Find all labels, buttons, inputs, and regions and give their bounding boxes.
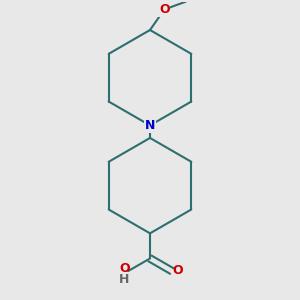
Text: O: O bbox=[119, 262, 130, 275]
Text: N: N bbox=[145, 119, 155, 132]
Text: O: O bbox=[159, 3, 170, 16]
Text: O: O bbox=[173, 265, 183, 278]
Text: H: H bbox=[119, 273, 130, 286]
